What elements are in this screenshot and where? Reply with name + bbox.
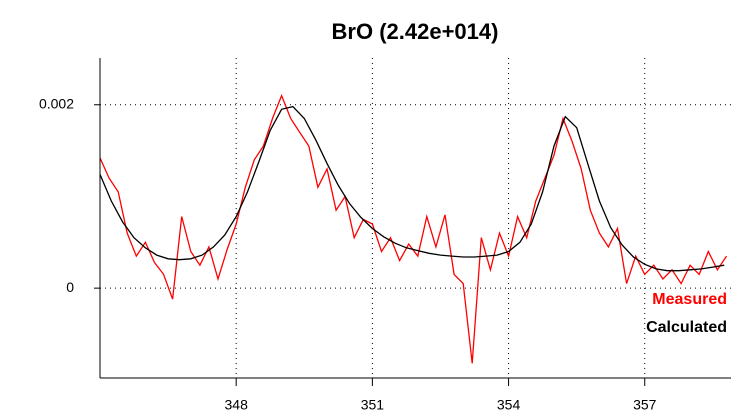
chart-title: BrO (2.42e+014)	[332, 19, 499, 44]
x-tick-label: 351	[361, 397, 385, 413]
legend-label: Measured	[652, 291, 727, 308]
legend-label: Calculated	[646, 319, 727, 336]
series-line	[100, 93, 728, 364]
y-tick-label: 0.002	[39, 95, 74, 111]
plot-area	[100, 93, 728, 364]
x-tick-label: 354	[497, 397, 521, 413]
x-tick-label: 357	[633, 397, 657, 413]
series-line	[100, 105, 725, 272]
y-tick-label: 0	[66, 279, 74, 295]
x-tick-label: 348	[225, 397, 249, 413]
